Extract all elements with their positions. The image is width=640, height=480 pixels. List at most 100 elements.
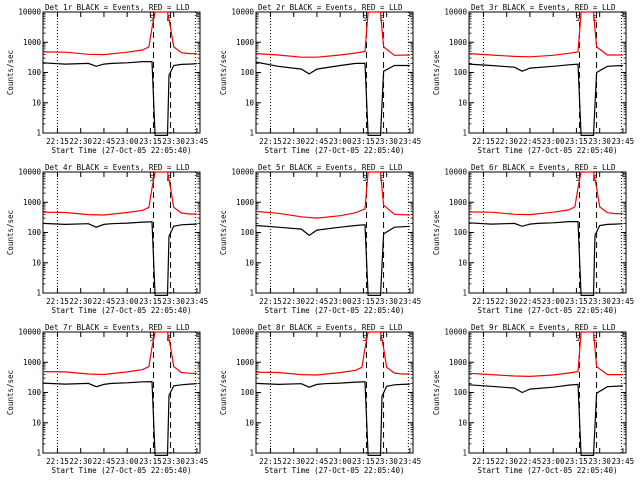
detector-chart-8: Det 8r BLACK = Events, RED = LLD 1 10 100 10…: [219, 323, 421, 475]
time-marker-label: S: [150, 14, 155, 23]
x-tick-label: 23:30: [162, 297, 185, 306]
x-tick-label: 23:15: [565, 457, 588, 466]
x-tick-label: 23:00: [116, 297, 139, 306]
x-tick-label: 22:30: [495, 137, 518, 146]
y-tick-label: 100: [240, 388, 254, 397]
chart-title: Det 8r BLACK = Events, RED = LLD: [258, 323, 403, 332]
y-axis-label: Counts/sec: [6, 210, 15, 255]
x-axis-label: Start Time (27-Oct-05 22:05:40): [52, 146, 192, 155]
plot-frame: [42, 171, 201, 294]
x-axis-label: Start Time (27-Oct-05 22:05:40): [52, 306, 192, 315]
x-tick-label: 23:45: [186, 297, 209, 306]
y-axis-label: Counts/sec: [432, 370, 441, 415]
chart-title: Det 7r BLACK = Events, RED = LLD: [45, 323, 190, 332]
x-tick-label: 23:00: [542, 297, 565, 306]
x-tick-label: 23:15: [139, 137, 162, 146]
series-line-red-lld: [468, 331, 623, 378]
x-tick-label: 23:15: [352, 457, 375, 466]
x-tick-label: 23:45: [612, 137, 635, 146]
time-marker-label: E: [380, 14, 385, 23]
detector-chart-6: Det 6r BLACK = Events, RED = LLD 1 10 100 10…: [432, 163, 634, 315]
y-tick-label: 1: [249, 129, 254, 138]
y-axis-label: Counts/sec: [6, 50, 15, 95]
x-tick-label: 23:45: [186, 137, 209, 146]
series-line-red-lld: [468, 171, 623, 216]
detector-chart-9: Det 9r BLACK = Events, RED = LLD 1 10 100 10…: [432, 323, 634, 475]
series-line-red-lld: [255, 331, 410, 376]
time-marker-label: E: [380, 174, 385, 183]
y-tick-label: 10: [458, 258, 468, 267]
x-tick-label: 22:30: [69, 137, 92, 146]
x-tick-label: 23:00: [542, 137, 565, 146]
y-axis-label: Counts/sec: [219, 370, 228, 415]
y-tick-label: 10000: [18, 328, 41, 337]
x-tick-label: 23:15: [352, 137, 375, 146]
y-tick-label: 100: [27, 228, 41, 237]
series-line-red-lld: [255, 11, 410, 58]
y-tick-label: 100: [240, 68, 254, 77]
x-tick-label: 22:45: [306, 137, 329, 146]
y-tick-label: 10: [32, 418, 42, 427]
y-tick-label: 10000: [231, 328, 254, 337]
plot-frame: [468, 171, 627, 294]
series-line-black-events: [42, 60, 197, 136]
x-tick-label: 22:15: [259, 457, 282, 466]
x-tick-label: 23:45: [399, 137, 422, 146]
y-tick-label: 1000: [449, 38, 468, 47]
y-tick-label: 100: [27, 388, 41, 397]
detector-chart-1: Det 1r BLACK = Events, RED = LLD 1 10 100 10…: [6, 3, 208, 155]
chart-title: Det 4r BLACK = Events, RED = LLD: [45, 163, 190, 172]
x-axis-label: Start Time (27-Oct-05 22:05:40): [265, 466, 405, 475]
time-marker-label: S: [576, 14, 581, 23]
x-tick-label: 23:45: [612, 457, 635, 466]
x-tick-label: 22:30: [282, 297, 305, 306]
x-tick-label: 23:30: [588, 297, 611, 306]
y-tick-label: 1000: [236, 358, 255, 367]
time-marker-label: S: [150, 334, 155, 343]
time-marker-label: S: [576, 174, 581, 183]
series-line-black-events: [468, 221, 623, 296]
chart-title: Det 5r BLACK = Events, RED = LLD: [258, 163, 403, 172]
y-tick-label: 10000: [444, 8, 467, 17]
series-line-red-lld: [42, 11, 197, 56]
plot-frame: [255, 171, 414, 294]
series-line-black-events: [255, 224, 410, 296]
x-tick-label: 23:00: [329, 137, 352, 146]
x-tick-label: 22:30: [69, 297, 92, 306]
y-tick-label: 1: [36, 289, 41, 298]
chart-title: Det 6r BLACK = Events, RED = LLD: [471, 163, 616, 172]
detector-chart-7: Det 7r BLACK = Events, RED = LLD 1 10 100 10…: [6, 323, 208, 475]
y-tick-label: 10000: [18, 168, 41, 177]
x-tick-label: 22:15: [46, 297, 69, 306]
y-tick-label: 1: [249, 449, 254, 458]
x-tick-label: 22:15: [46, 137, 69, 146]
y-tick-label: 10000: [231, 8, 254, 17]
time-marker-label: S: [576, 334, 581, 343]
series-line-black-events: [255, 381, 410, 456]
x-tick-label: 22:45: [306, 297, 329, 306]
chart-title: Det 9r BLACK = Events, RED = LLD: [471, 323, 616, 332]
x-tick-label: 22:45: [519, 457, 542, 466]
x-tick-label: 23:30: [588, 137, 611, 146]
time-marker-label: S: [363, 174, 368, 183]
chart-title: Det 3r BLACK = Events, RED = LLD: [471, 3, 616, 12]
x-axis-label: Start Time (27-Oct-05 22:05:40): [265, 146, 405, 155]
y-tick-label: 1000: [449, 358, 468, 367]
x-tick-label: 23:30: [162, 457, 185, 466]
y-axis-label: Counts/sec: [432, 210, 441, 255]
y-tick-label: 1: [36, 129, 41, 138]
y-tick-label: 1000: [236, 38, 255, 47]
x-tick-label: 23:45: [399, 297, 422, 306]
x-tick-label: 22:15: [472, 137, 495, 146]
x-axis-label: Start Time (27-Oct-05 22:05:40): [478, 466, 618, 475]
y-tick-label: 100: [27, 68, 41, 77]
x-tick-label: 23:00: [542, 457, 565, 466]
y-tick-label: 1000: [449, 198, 468, 207]
y-tick-label: 100: [453, 68, 467, 77]
y-tick-label: 1000: [23, 358, 42, 367]
plot-frame: [468, 331, 627, 454]
x-tick-label: 23:45: [186, 457, 209, 466]
detector-chart-4: Det 4r BLACK = Events, RED = LLD 1 10 100 10…: [6, 163, 208, 315]
x-tick-label: 22:15: [46, 457, 69, 466]
